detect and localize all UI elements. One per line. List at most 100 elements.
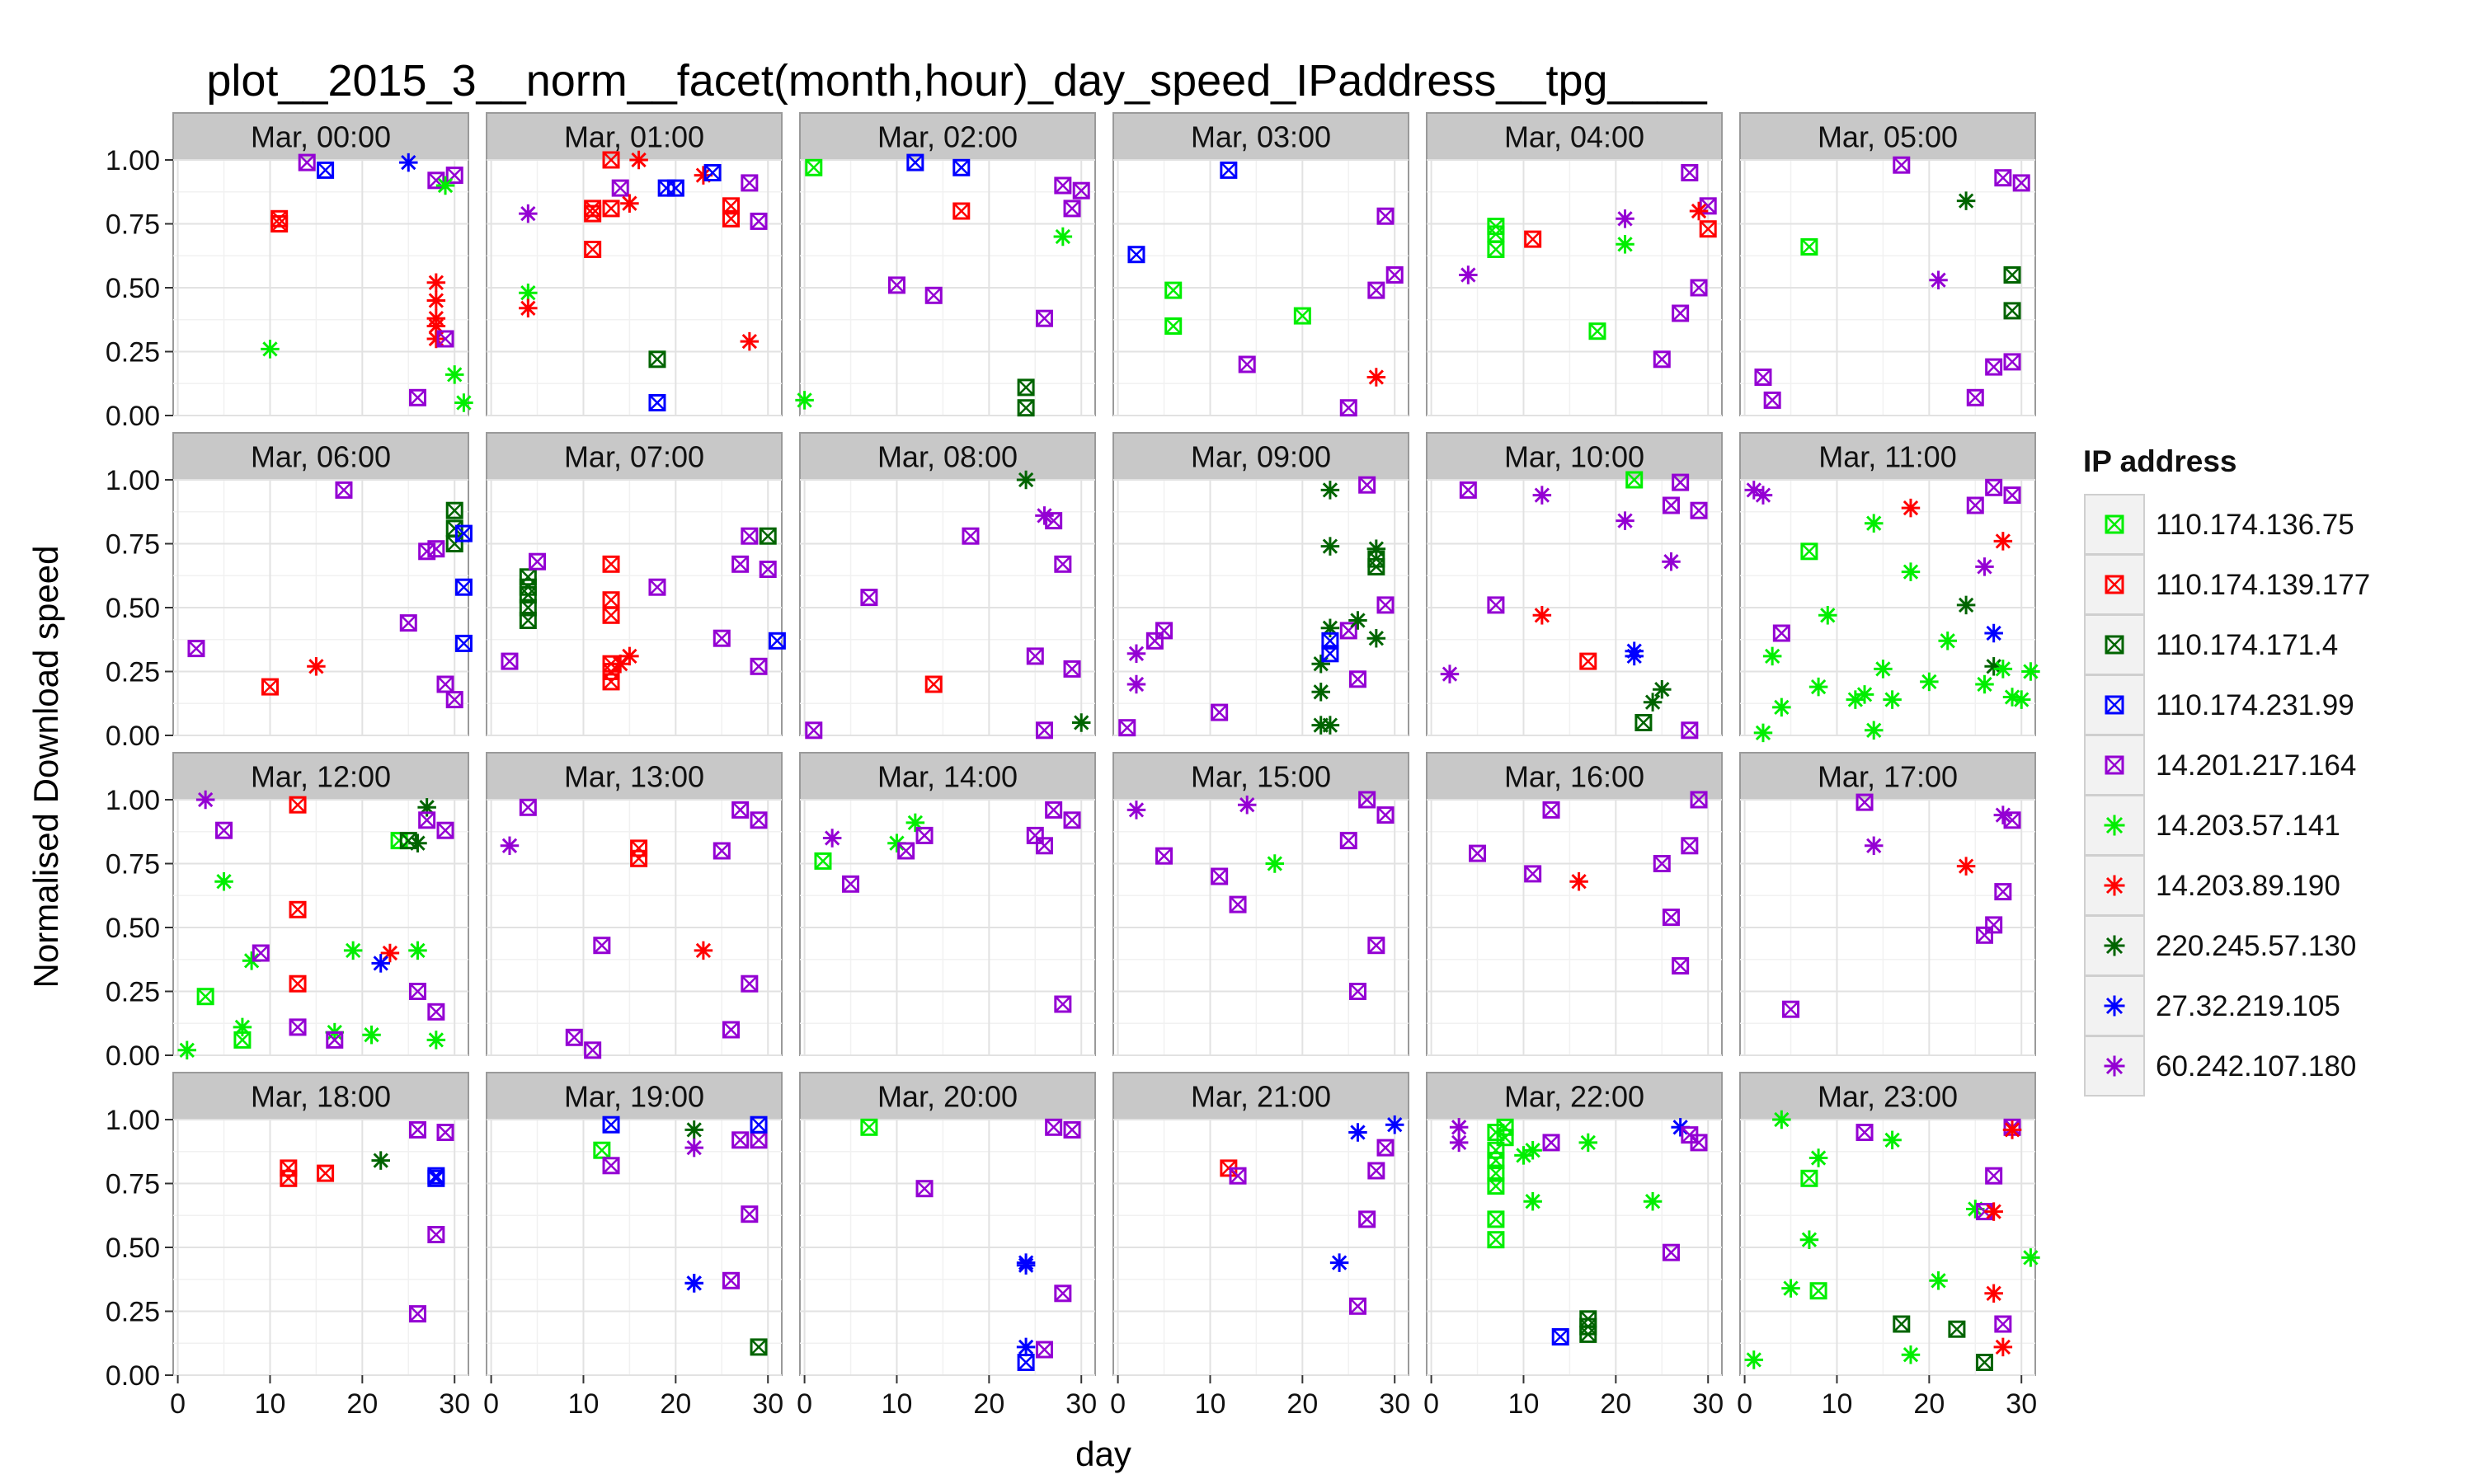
data-point xyxy=(426,291,446,310)
data-point xyxy=(2003,353,2021,371)
data-point xyxy=(1966,496,1984,514)
data-point xyxy=(1459,481,1477,499)
data-point xyxy=(1469,844,1487,862)
data-point xyxy=(1487,1177,1505,1195)
data-point xyxy=(1348,983,1366,1000)
data-point xyxy=(445,501,463,519)
x-tick-label: 0 xyxy=(1737,1388,1752,1420)
facet-strip-label: Mar, 14:00 xyxy=(877,760,1018,794)
data-point xyxy=(1035,309,1053,327)
data-point xyxy=(362,1025,381,1045)
facet-strip xyxy=(172,752,469,801)
data-point xyxy=(1017,1354,1035,1371)
data-point xyxy=(1762,646,1782,666)
data-point xyxy=(1487,241,1505,258)
data-point xyxy=(924,286,943,304)
legend-label: 14.201.217.164 xyxy=(2156,749,2356,782)
data-point xyxy=(1035,837,1053,855)
data-point xyxy=(435,176,455,195)
data-point xyxy=(436,330,454,348)
data-point xyxy=(648,578,666,596)
data-point xyxy=(1864,514,1884,533)
facet-panel: Mar, 12:00 0.00 0.25 0.50 0.75 1.00 xyxy=(106,752,469,1072)
x-tick-label: 0 xyxy=(483,1388,499,1420)
data-point xyxy=(2003,266,2021,284)
data-point xyxy=(444,365,464,384)
data-point xyxy=(1524,865,1542,883)
data-point xyxy=(1542,801,1560,819)
data-point xyxy=(741,527,759,545)
facet-strip xyxy=(1426,112,1723,161)
legend: IP address 110.174.136.75 110.174.139.177 1… xyxy=(2083,444,2370,1097)
data-point xyxy=(1035,1341,1053,1359)
data-point xyxy=(1164,317,1183,335)
data-point xyxy=(399,153,418,172)
data-point xyxy=(1901,498,1921,518)
data-point xyxy=(713,842,731,860)
legend-label: 220.245.57.130 xyxy=(2156,930,2356,962)
x-tick-label: 10 xyxy=(1508,1388,1540,1420)
data-point xyxy=(1681,721,1699,740)
data-point xyxy=(1118,719,1136,737)
data-point xyxy=(1054,995,1072,1013)
facet-strip-label: Mar, 00:00 xyxy=(251,120,391,154)
data-point xyxy=(1782,1000,1800,1018)
data-point xyxy=(1054,1284,1072,1303)
data-point xyxy=(1579,1325,1597,1343)
data-point xyxy=(703,164,722,181)
data-point xyxy=(519,204,538,223)
data-point xyxy=(648,394,666,411)
data-point xyxy=(2021,662,2040,681)
data-point xyxy=(1938,632,1957,650)
data-point xyxy=(1532,606,1552,625)
data-point xyxy=(399,614,417,632)
facet-panel: Mar, 02:00 xyxy=(795,112,1096,417)
data-point xyxy=(1459,265,1478,284)
facet-strip xyxy=(1112,1072,1409,1120)
legend-label: 110.174.231.99 xyxy=(2156,689,2354,721)
data-point xyxy=(750,811,768,829)
legend-item: 14.201.217.164 xyxy=(2084,735,2356,796)
legend-label: 27.32.219.105 xyxy=(2156,990,2340,1022)
x-tick-label: 0 xyxy=(170,1388,186,1420)
data-point xyxy=(584,241,602,258)
facet-panel: Mar, 22:00 0 10 20 30 xyxy=(1423,1072,1724,1420)
facet-panel: Mar, 10:00 xyxy=(1426,432,1723,740)
facet-panel: Mar, 19:00 0 10 20 30 xyxy=(483,1072,783,1420)
data-point xyxy=(371,1151,390,1170)
data-point xyxy=(1045,512,1063,530)
data-point xyxy=(887,834,906,852)
x-tick-label: 20 xyxy=(1600,1388,1631,1420)
data-point xyxy=(1524,230,1542,248)
data-point xyxy=(1681,837,1699,855)
x-tick-label: 30 xyxy=(1379,1388,1410,1420)
data-point xyxy=(1993,1337,2013,1357)
data-point xyxy=(501,652,519,670)
data-point xyxy=(1744,1350,1764,1369)
data-point xyxy=(418,811,436,829)
facet-panel: Mar, 16:00 xyxy=(1426,752,1723,1056)
facet-strip xyxy=(172,432,469,481)
y-tick-label: 0.50 xyxy=(106,913,160,944)
data-point xyxy=(233,1031,252,1049)
data-point xyxy=(2012,174,2030,192)
facet-strip-label: Mar, 21:00 xyxy=(1191,1080,1331,1114)
data-point xyxy=(343,941,363,960)
y-tick-label: 0.75 xyxy=(106,1169,160,1200)
data-point xyxy=(307,657,326,676)
data-point xyxy=(1016,470,1036,490)
facet-strip xyxy=(172,112,469,161)
data-point xyxy=(1956,595,1976,615)
data-point xyxy=(1818,606,1837,625)
data-point xyxy=(1385,1115,1404,1134)
facet-strip xyxy=(799,752,1096,801)
data-point xyxy=(371,954,390,973)
facet-strip xyxy=(486,752,783,801)
data-point xyxy=(1063,811,1081,829)
data-point xyxy=(187,640,205,658)
data-point xyxy=(584,1041,602,1059)
data-point xyxy=(519,798,537,816)
facet-strip xyxy=(1739,432,2036,481)
data-point xyxy=(1072,181,1090,200)
